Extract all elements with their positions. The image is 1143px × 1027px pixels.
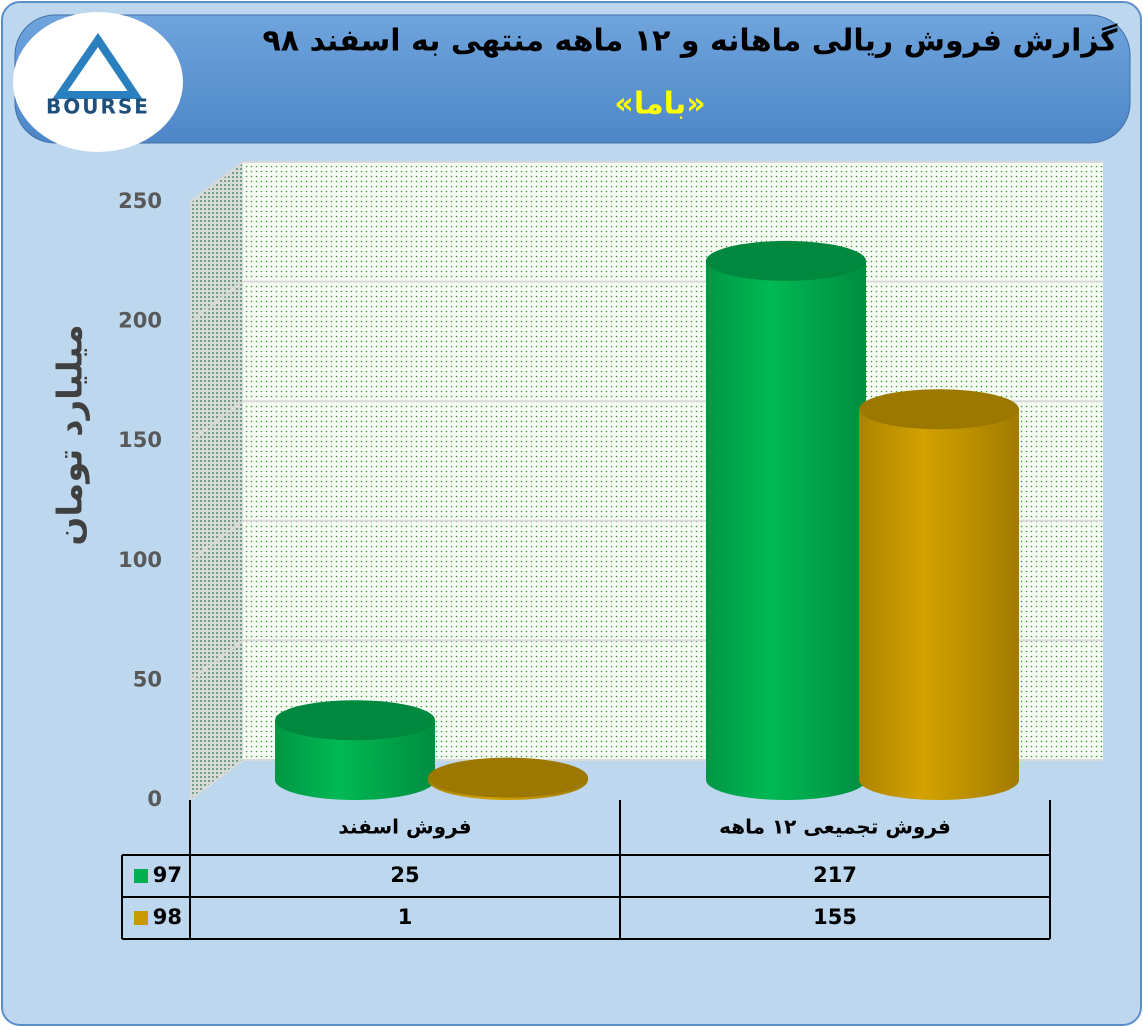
bar-top [275, 700, 435, 741]
x-tick-label: فروش اسفند [338, 815, 471, 839]
side-grid-line [189, 280, 244, 323]
chart-title: گزارش فروش ریالی ماهانه و ۱۲ ماهه منتهی … [263, 23, 1119, 59]
side-grid-line [189, 759, 244, 801]
y-tick-label: 50 [133, 667, 162, 691]
bar-bottom [859, 760, 1019, 800]
logo-bg [13, 12, 183, 152]
table-grid [121, 800, 1051, 940]
side-wall [190, 162, 243, 800]
y-axis-title: میلیارد تومان [51, 324, 91, 545]
bar-top [859, 389, 1019, 430]
table-value: 1 [398, 905, 413, 929]
y-tick-label: 200 [118, 309, 162, 333]
x-tick-label: فروش تجمیعی ۱۲ ماهه [719, 815, 951, 839]
side-grid-line [189, 161, 244, 203]
y-tick-label: 150 [118, 428, 162, 452]
legend-label: 97 [153, 863, 182, 887]
table-value: 155 [813, 905, 857, 929]
side-grid-line [189, 400, 244, 442]
bar-bottom [275, 760, 435, 800]
table-value: 217 [813, 863, 857, 887]
bar-bottom [706, 760, 866, 800]
logo-shape [52, 32, 143, 99]
legend-label: 98 [153, 905, 182, 929]
bar-body [706, 260, 866, 780]
table-value: 25 [390, 863, 419, 887]
side-grid-line [189, 520, 244, 562]
chart-subtitle: «باما» [614, 87, 705, 122]
legend-swatch [134, 869, 148, 883]
y-tick-label: 100 [118, 548, 162, 572]
side-grid-line [189, 639, 244, 682]
legend-swatch [134, 911, 148, 925]
y-tick-label: 250 [118, 189, 162, 213]
bar-top [706, 240, 866, 281]
y-tick-label: 0 [147, 787, 162, 811]
bar-body [859, 409, 1019, 780]
bar-top [428, 757, 588, 798]
logo-text: BOURSE [46, 95, 150, 119]
